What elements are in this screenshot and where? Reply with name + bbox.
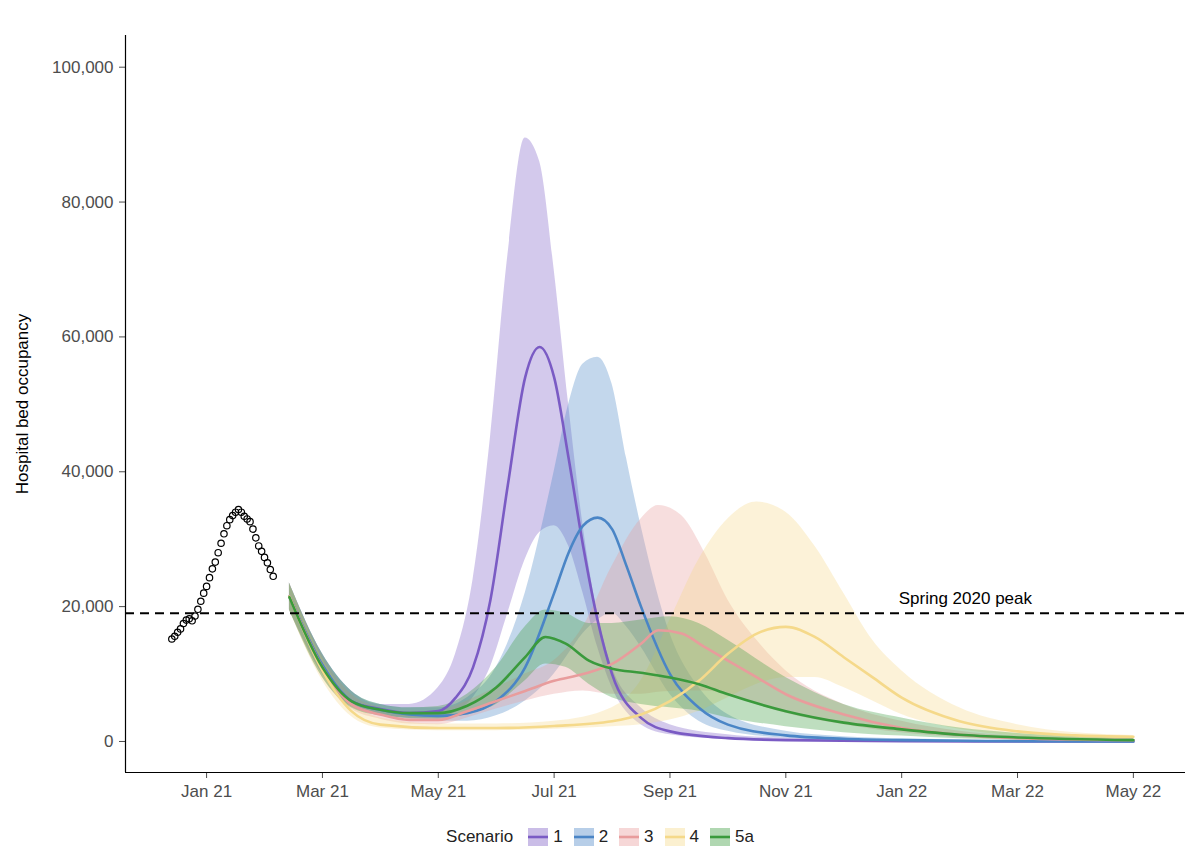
html-text:Scenario: Scenario [446,826,514,846]
html-text:2: 2 [598,826,609,846]
svg-text:Hospital bed occupancy: Hospital bed occupancy [13,313,32,494]
svg-text:80,000: 80,000 [62,192,114,211]
svg-text:Jan 21: Jan 21 [181,782,232,801]
svg-text:Mar 22: Mar 22 [991,782,1044,801]
svg-text:20,000: 20,000 [62,597,114,616]
svg-text:Nov 21: Nov 21 [759,782,813,801]
svg-text:Sep 21: Sep 21 [643,782,697,801]
html-text:3: 3 [644,826,654,846]
svg-text:Mar 21: Mar 21 [296,782,349,801]
svg-text:Jul 21: Jul 21 [531,782,576,801]
svg-text:100,000: 100,000 [52,58,113,77]
svg-text:40,000: 40,000 [62,462,114,481]
svg-text:Spring 2020 peak: Spring 2020 peak [899,589,1033,608]
svg-text:60,000: 60,000 [62,327,114,346]
svg-text:0: 0 [104,732,113,751]
svg-text:May 21: May 21 [410,782,466,801]
svg-text:Jan 22: Jan 22 [876,782,927,801]
html-text:5a: 5a [735,826,754,846]
svg-text:May 22: May 22 [1105,782,1161,801]
html-text:4: 4 [689,826,699,846]
html-text:1: 1 [553,826,563,846]
